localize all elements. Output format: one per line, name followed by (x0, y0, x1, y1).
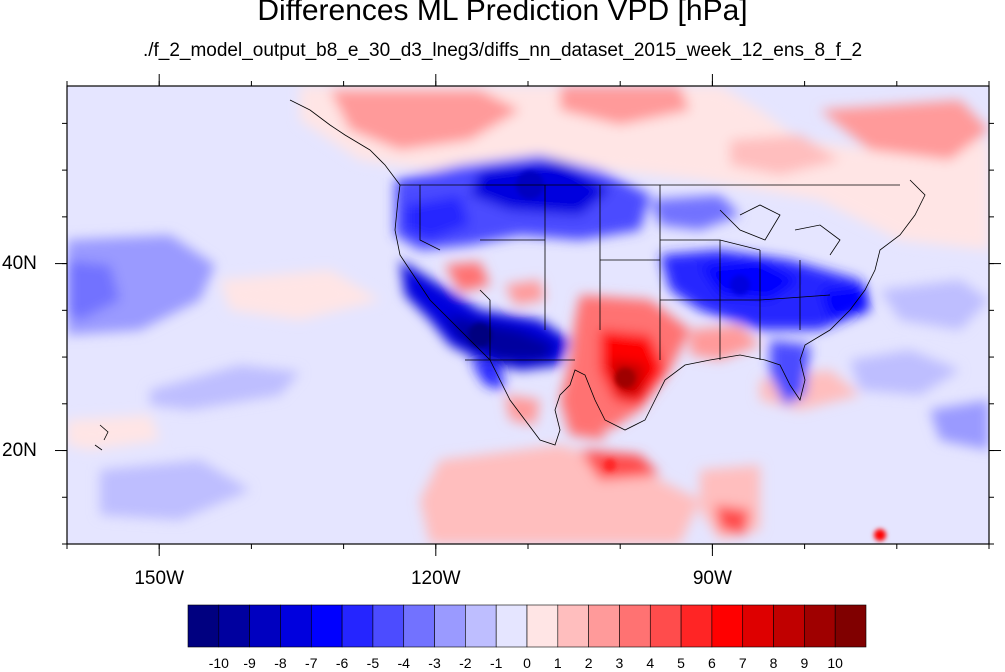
lon-tick-label: 90W (692, 568, 732, 589)
colorbar-swatch (742, 604, 774, 648)
colorbar-label: 7 (738, 655, 747, 671)
colorbar-label: 0 (523, 655, 531, 671)
colorbar-swatch (310, 604, 343, 648)
colorbar-swatch (588, 604, 620, 648)
colorbar-swatch (341, 604, 374, 648)
colorbar-label: 1 (553, 655, 562, 671)
colorbar-swatch (372, 604, 405, 648)
colorbar-swatch (557, 604, 589, 648)
coastlines (94, 99, 926, 451)
colorbar-label: -1 (489, 655, 503, 671)
colorbar-swatch (403, 604, 435, 648)
colorbar-swatch (526, 604, 559, 648)
lat-tick-label: 40N (2, 252, 37, 274)
colorbar-swatch (495, 604, 528, 648)
colorbar-label: 9 (800, 655, 809, 671)
lon-tick-label: 120W (410, 568, 461, 589)
colorbar-label: 5 (677, 655, 685, 671)
colorbar-swatch (187, 604, 220, 648)
colorbar-label: -10 (208, 655, 229, 671)
colorbar-swatch (804, 604, 836, 648)
colorbar-swatch (649, 604, 682, 648)
colorbar-swatch (619, 604, 651, 648)
map-subtitle: ./f_2_model_output_b8_e_30_d3_lneg3/diff… (142, 40, 863, 61)
lon-tick-label: 150W (134, 568, 185, 589)
colorbar-label: 4 (646, 655, 655, 671)
colorbar-label: -5 (366, 655, 380, 671)
colorbar-label: -3 (428, 655, 441, 671)
lat-tick-label: 20N (2, 439, 37, 461)
colorbar-label: -6 (335, 655, 349, 671)
colorbar-swatch (834, 604, 867, 648)
colorbar-label: -7 (305, 655, 318, 671)
anomaly-field (67, 86, 989, 544)
colorbar-swatch (249, 604, 281, 648)
colorbar-swatch (711, 604, 744, 648)
colorbar-swatch (218, 604, 250, 648)
colorbar-label: -8 (274, 655, 287, 671)
colorbar-label: -2 (459, 655, 472, 671)
colorbar-label: 10 (827, 655, 843, 671)
colorbar-label: 6 (708, 655, 716, 671)
colorbar-label: -9 (243, 655, 256, 671)
colorbar-label: 8 (769, 655, 778, 671)
tick-marks (55, 74, 1001, 556)
colorbar-label: 3 (615, 655, 624, 671)
colorbar-label: -4 (397, 655, 410, 671)
colorbar-swatch (680, 604, 713, 648)
colorbar-swatch (773, 604, 805, 648)
colorbar-swatch (465, 604, 497, 648)
map-title: Differences ML Prediction VPD [hPa] (257, 0, 748, 27)
colorbar (187, 604, 867, 648)
colorbar-label: 2 (584, 655, 593, 671)
colorbar-swatch (280, 604, 312, 648)
colorbar-swatch (434, 604, 466, 648)
